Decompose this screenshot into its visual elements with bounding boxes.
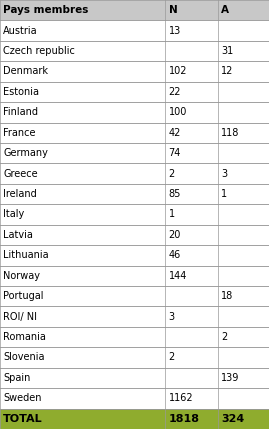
Bar	[0, 21, 269, 41]
Bar	[0, 163, 269, 184]
Text: Austria: Austria	[3, 26, 38, 36]
Text: Estonia: Estonia	[3, 87, 39, 97]
Text: 1818: 1818	[169, 414, 200, 424]
Text: 2: 2	[169, 169, 175, 178]
Text: Spain: Spain	[3, 373, 31, 383]
Text: 74: 74	[169, 148, 181, 158]
Bar	[0, 245, 269, 266]
Text: N: N	[169, 5, 178, 15]
Text: 324: 324	[221, 414, 244, 424]
Text: Latvia: Latvia	[3, 230, 33, 240]
Text: France: France	[3, 128, 36, 138]
Bar	[0, 266, 269, 286]
Text: Lithuania: Lithuania	[3, 251, 49, 260]
Text: 3: 3	[169, 311, 175, 322]
Text: Italy: Italy	[3, 209, 24, 220]
Text: Ireland: Ireland	[3, 189, 37, 199]
Bar	[0, 184, 269, 204]
Bar	[0, 123, 269, 143]
Bar	[0, 61, 269, 82]
Text: Portugal: Portugal	[3, 291, 44, 301]
Text: 20: 20	[169, 230, 181, 240]
Text: Norway: Norway	[3, 271, 40, 281]
Bar	[0, 0, 269, 21]
Text: ROI/ NI: ROI/ NI	[3, 311, 37, 322]
Bar	[0, 327, 269, 347]
Bar	[0, 41, 269, 61]
Text: Czech republic: Czech republic	[3, 46, 75, 56]
Text: 139: 139	[221, 373, 239, 383]
Text: 144: 144	[169, 271, 187, 281]
Text: Pays membres: Pays membres	[3, 5, 89, 15]
Text: 2: 2	[221, 332, 227, 342]
Bar	[0, 102, 269, 123]
Text: 46: 46	[169, 251, 181, 260]
Text: 1162: 1162	[169, 393, 193, 403]
Bar	[0, 143, 269, 163]
Text: 18: 18	[221, 291, 233, 301]
Text: Germany: Germany	[3, 148, 48, 158]
Bar	[0, 204, 269, 225]
Bar	[0, 225, 269, 245]
Text: Sweden: Sweden	[3, 393, 42, 403]
Bar	[0, 408, 269, 429]
Text: 1: 1	[169, 209, 175, 220]
Text: 2: 2	[169, 353, 175, 363]
Text: TOTAL: TOTAL	[3, 414, 43, 424]
Text: Denmark: Denmark	[3, 66, 48, 76]
Text: Romania: Romania	[3, 332, 46, 342]
Text: 12: 12	[221, 66, 233, 76]
Text: Slovenia: Slovenia	[3, 353, 45, 363]
Text: 13: 13	[169, 26, 181, 36]
Text: 118: 118	[221, 128, 239, 138]
Text: 31: 31	[221, 46, 233, 56]
Bar	[0, 388, 269, 408]
Text: 42: 42	[169, 128, 181, 138]
Text: 22: 22	[169, 87, 181, 97]
Text: Finland: Finland	[3, 107, 38, 118]
Bar	[0, 347, 269, 368]
Text: 102: 102	[169, 66, 187, 76]
Bar	[0, 306, 269, 327]
Text: 3: 3	[221, 169, 227, 178]
Text: 1: 1	[221, 189, 227, 199]
Bar	[0, 82, 269, 102]
Text: 100: 100	[169, 107, 187, 118]
Text: 85: 85	[169, 189, 181, 199]
Bar	[0, 286, 269, 306]
Text: Greece: Greece	[3, 169, 38, 178]
Text: A: A	[221, 5, 229, 15]
Bar	[0, 368, 269, 388]
